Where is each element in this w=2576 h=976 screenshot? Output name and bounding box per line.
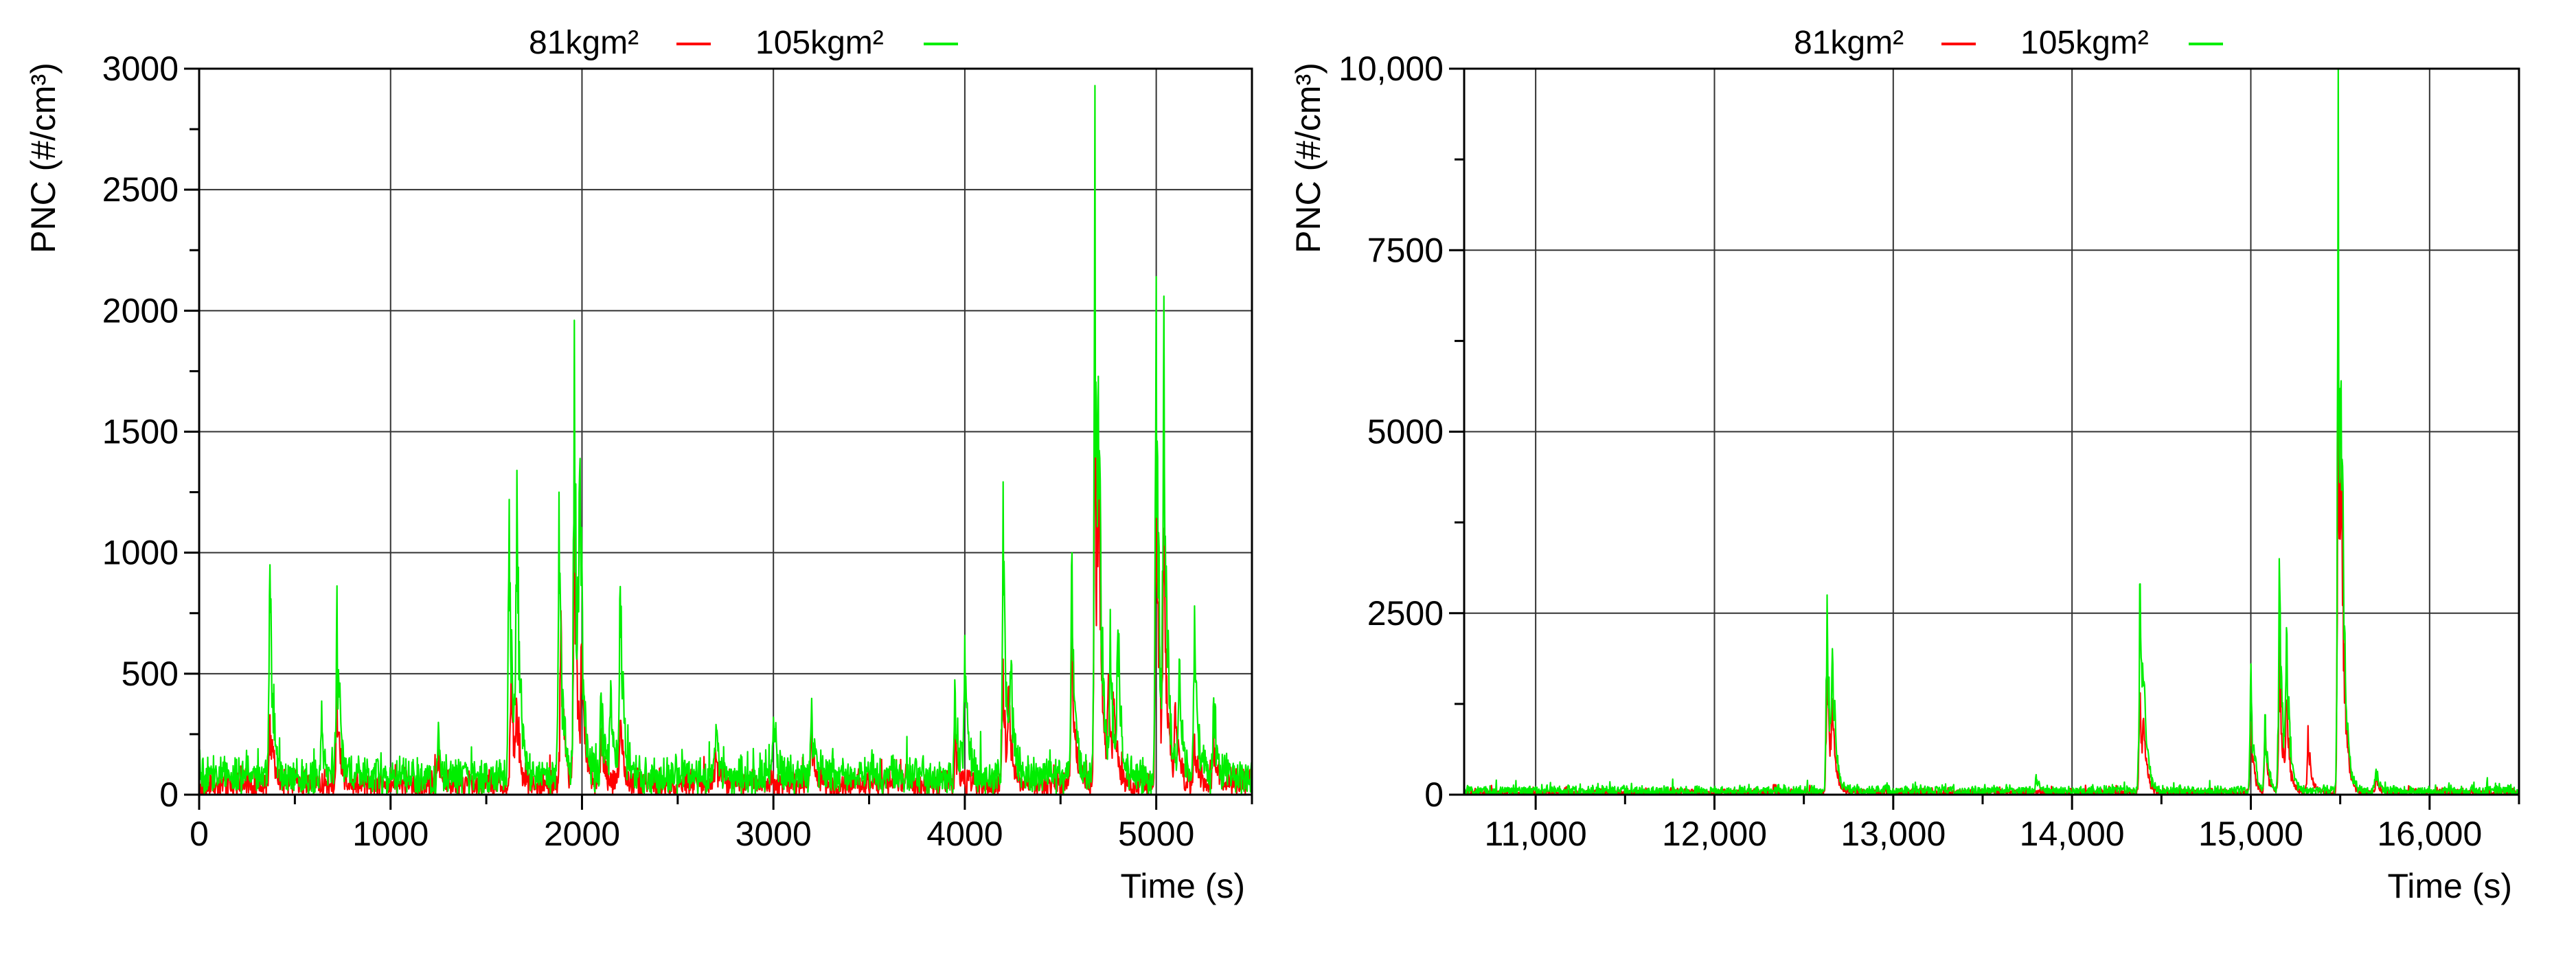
legend-label-1: 105kgm² (2020, 25, 2149, 61)
x-tick-label: 15,000 (2198, 815, 2303, 853)
y-tick-label: 1000 (102, 534, 179, 572)
y-tick-label: 7500 (1367, 231, 1444, 269)
x-tick-label: 1000 (352, 815, 429, 853)
legend-label-0: 81kgm² (529, 25, 639, 61)
grid-lines (1464, 68, 2519, 795)
x-axis-label: Time (s) (1121, 867, 1245, 905)
y-tick-label: 2000 (102, 291, 179, 330)
x-tick-label: 4000 (926, 815, 1003, 853)
x-tick-label: 5000 (1118, 815, 1194, 853)
y-axis-label: PNC (#/cm³) (24, 63, 62, 253)
y-tick-label: 0 (159, 775, 179, 814)
x-tick-label: 11,000 (1485, 815, 1587, 853)
y-tick-label: 2500 (102, 170, 179, 209)
legend-label-1: 105kgm² (755, 25, 884, 61)
y-tick-label: 0 (1424, 775, 1444, 814)
x-axis-label: Time (s) (2388, 867, 2512, 905)
x-tick-label: 0 (190, 815, 209, 853)
legend-label-0: 81kgm² (1794, 25, 1904, 61)
y-tick-label: 3000 (102, 49, 179, 88)
x-tick-label: 14,000 (2020, 815, 2125, 853)
y-tick-label: 2500 (1367, 594, 1444, 633)
x-tick-label: 3000 (736, 815, 812, 853)
series-line-0 (198, 319, 1253, 796)
x-tick-label: 12,000 (1662, 815, 1767, 853)
x-tick-label: 16,000 (2377, 815, 2482, 853)
y-tick-label: 1500 (102, 413, 179, 451)
series-line-1 (198, 84, 1253, 796)
y-tick-label: 500 (122, 655, 179, 693)
left-chart-panel: 0 500 1000 1500 2000 2500 3000 0 1000 2000 3000 400… (24, 25, 1253, 905)
x-tick-label: 2000 (544, 815, 620, 853)
y-axis-label: PNC (#/cm³) (1289, 63, 1327, 253)
series-line-1 (1463, 67, 2520, 796)
series-line-0 (1463, 253, 2520, 796)
right-chart-panel: 0 2500 5000 7500 10,000 11,000 12,000 13,000 14,… (1289, 25, 2520, 905)
y-tick-label: 5000 (1367, 413, 1444, 451)
y-tick-label: 10,000 (1338, 49, 1444, 88)
x-tick-label: 13,000 (1840, 815, 1946, 853)
